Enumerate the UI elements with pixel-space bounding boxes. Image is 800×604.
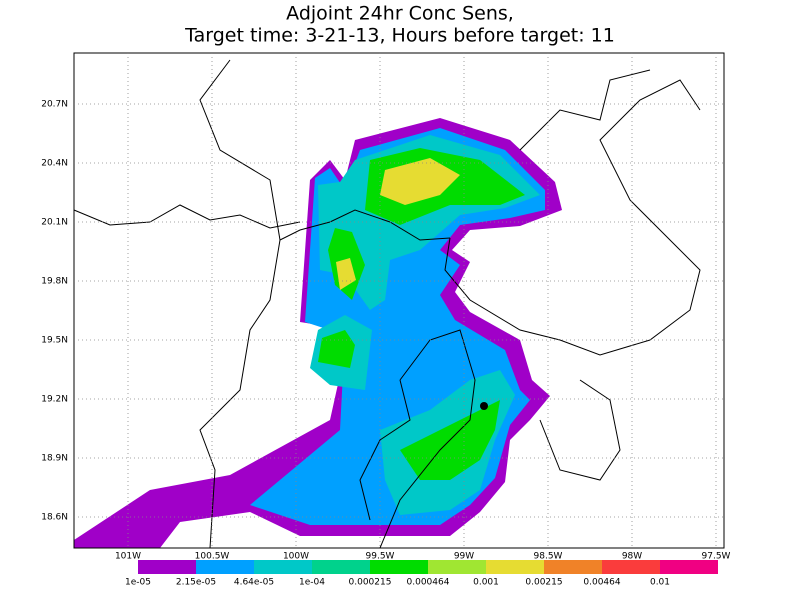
border <box>444 79 701 356</box>
contour-fill <box>336 158 460 290</box>
colorbar-label: 0.000464 <box>407 578 450 588</box>
colorbar-label: 1e-05 <box>125 578 151 588</box>
lon-label: 97.5W <box>702 552 731 562</box>
colorbar-box <box>544 560 602 574</box>
lon-label: 100W <box>283 552 309 562</box>
map-frame <box>73 52 725 549</box>
border <box>73 204 301 229</box>
colorbar-box <box>196 560 254 574</box>
lat-label: 19.8N <box>41 277 68 287</box>
colorbar-label: 1e-04 <box>299 578 325 588</box>
lat-label: 20.4N <box>41 159 68 169</box>
lon-label: 99.5W <box>366 552 395 562</box>
colorbar-label: 0.000215 <box>349 578 392 588</box>
contour-fill <box>318 148 525 480</box>
border <box>539 379 621 481</box>
colorbar-box <box>428 560 486 574</box>
lat-label: 19.2N <box>41 395 68 405</box>
colorbar-box <box>660 560 718 574</box>
colorbar-box <box>254 560 312 574</box>
border <box>379 329 476 549</box>
lon-label: 101W <box>115 552 141 562</box>
lat-label: 20.1N <box>41 218 68 228</box>
border <box>359 379 411 521</box>
target-point <box>480 402 488 410</box>
colorbar-box <box>486 560 544 574</box>
lat-label: 19.5N <box>41 336 68 346</box>
title-line: Target time: 3-21-13, Hours before targe… <box>184 25 615 47</box>
lon-label: 100.5W <box>195 552 230 562</box>
title-line: Adjoint 24hr Conc Sens, <box>286 3 514 25</box>
colorbar-box <box>312 560 370 574</box>
colorbar-box <box>602 560 660 574</box>
colorbar-label: 0.00215 <box>525 578 562 588</box>
colorbar-label: 4.64e-05 <box>234 578 274 588</box>
lat-label: 18.9N <box>41 454 68 464</box>
lat-label: 20.7N <box>41 100 68 110</box>
colorbar-label: 2.15e-05 <box>176 578 216 588</box>
border <box>199 59 281 241</box>
lat-label: 18.6N <box>41 513 68 523</box>
colorbar-label: 0.01 <box>650 578 670 588</box>
lon-label: 98.5W <box>534 552 563 562</box>
colorbar-label: 0.001 <box>473 578 499 588</box>
lon-label: 99W <box>454 552 474 562</box>
map <box>73 52 725 549</box>
lon-label: 98W <box>622 552 642 562</box>
colorbar-box <box>138 560 196 574</box>
colorbar-label: 0.00464 <box>583 578 620 588</box>
colorbar-box <box>370 560 428 574</box>
border <box>519 69 651 151</box>
